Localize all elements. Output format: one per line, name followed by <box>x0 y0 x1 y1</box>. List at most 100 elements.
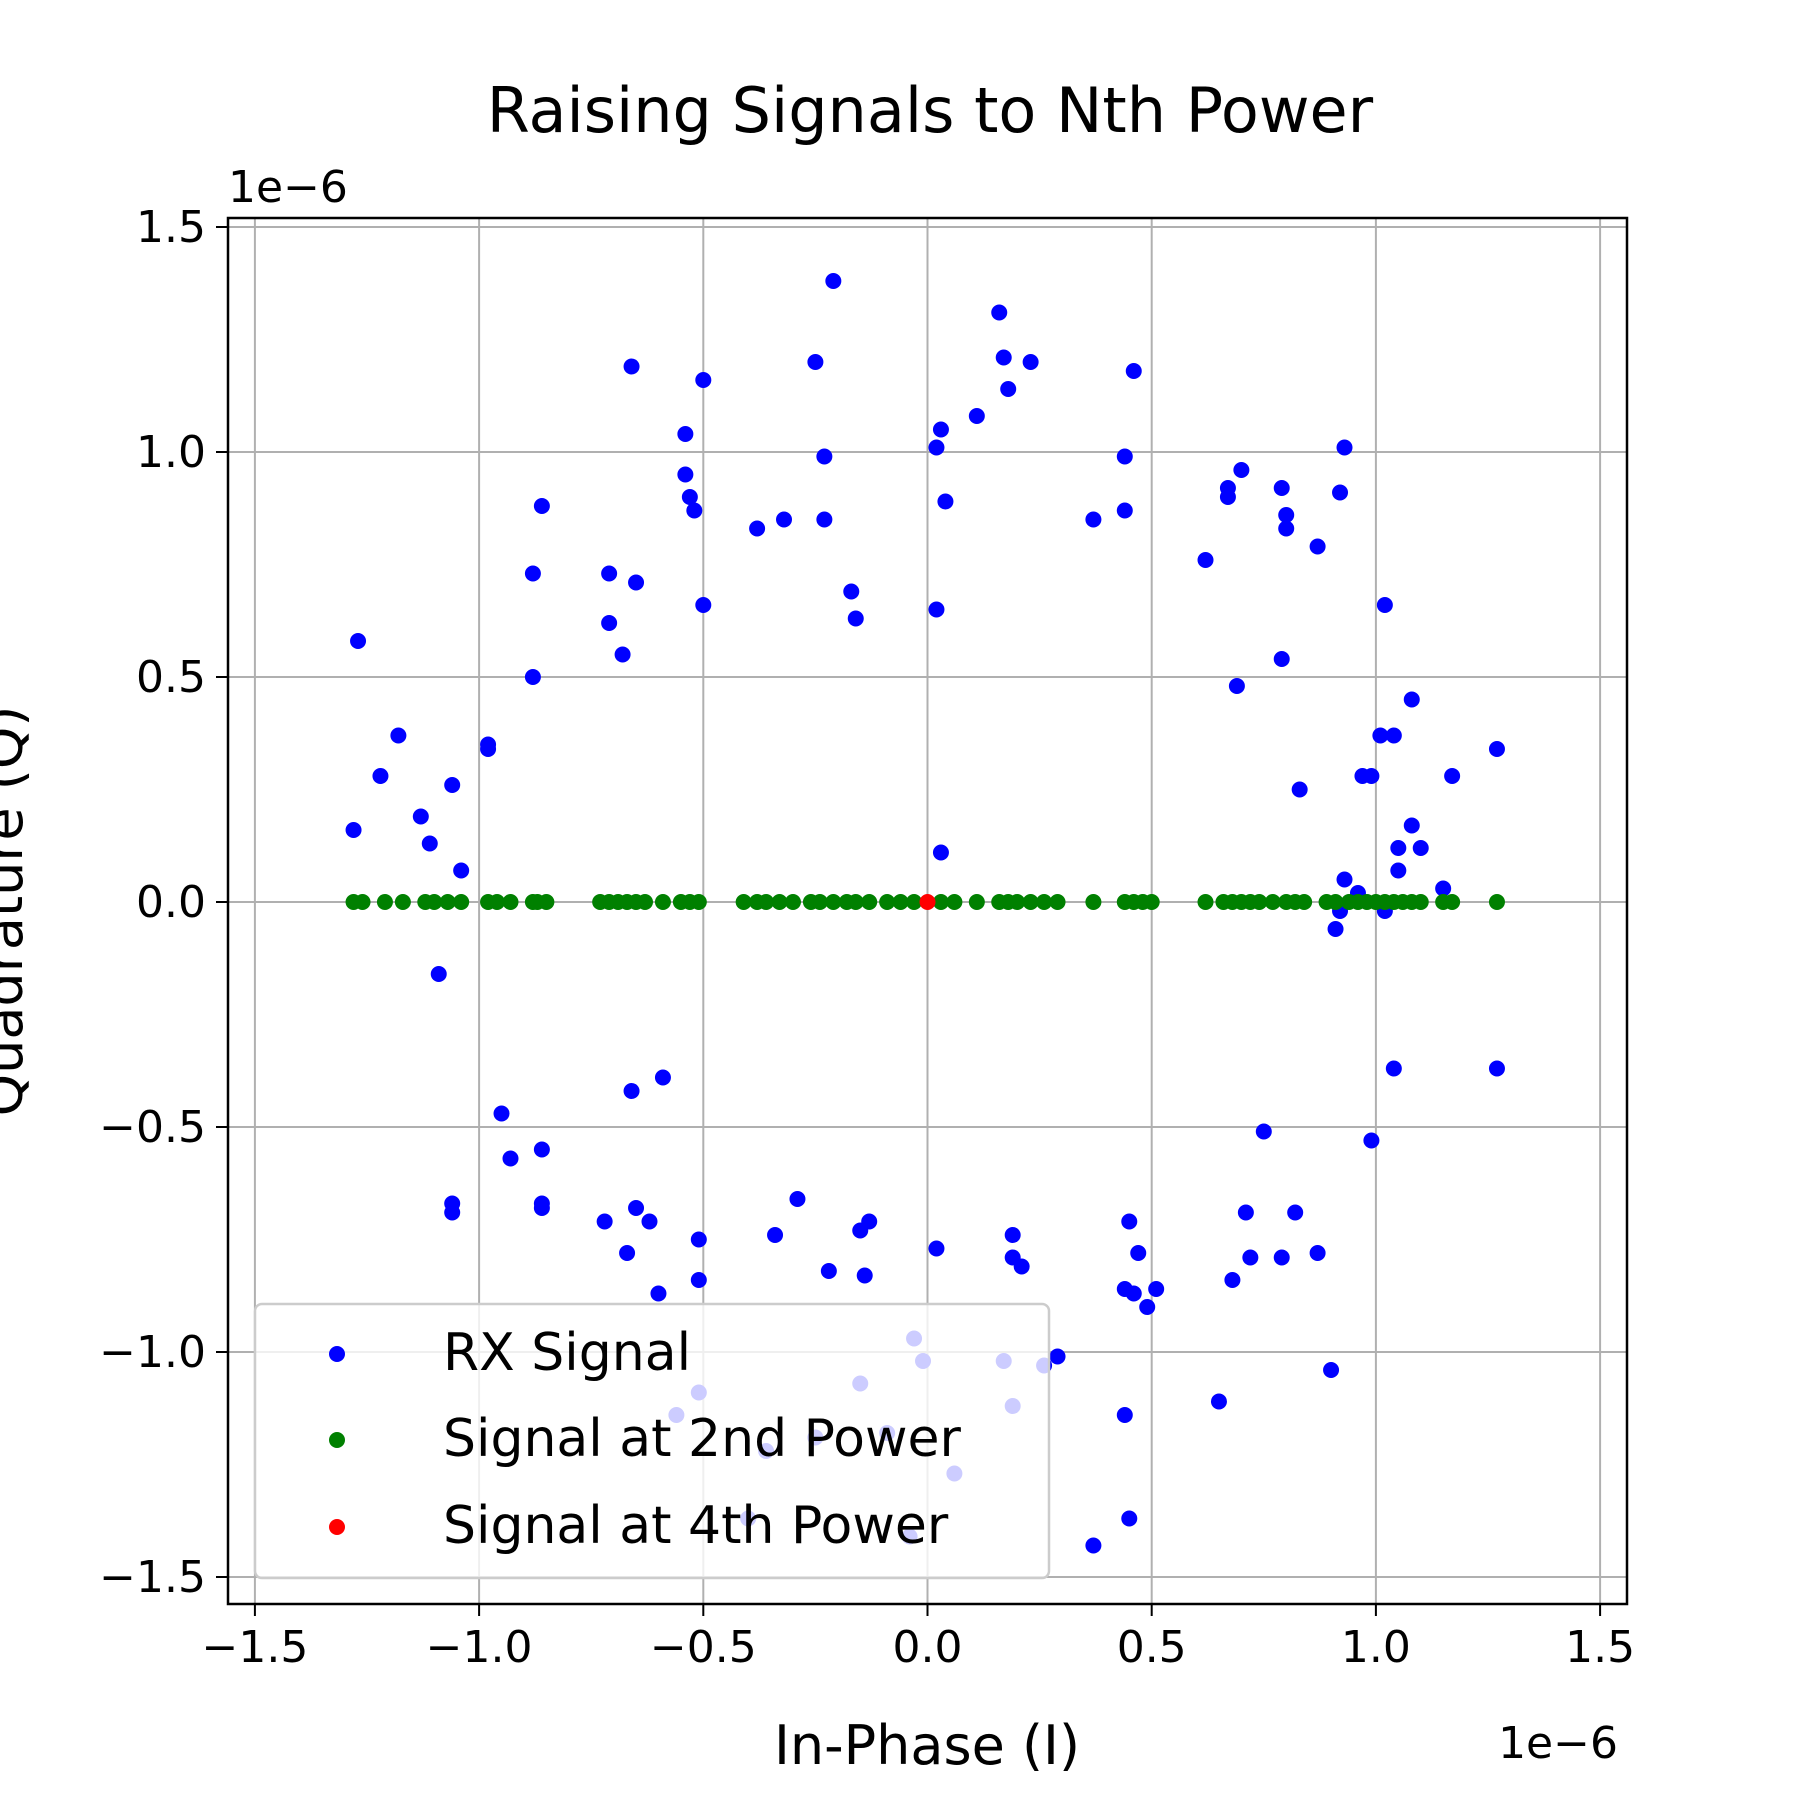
data-point <box>493 1105 510 1122</box>
data-point <box>1296 894 1313 910</box>
series-0 <box>345 273 1505 1554</box>
data-point <box>1125 363 1142 379</box>
data-point <box>1390 840 1407 856</box>
data-point <box>1148 1281 1165 1297</box>
data-point <box>1309 538 1326 555</box>
data-point <box>1116 1407 1133 1423</box>
legend: RX Signal Signal at 2nd Power Signal at … <box>253 1302 1051 1580</box>
data-point <box>1403 691 1420 708</box>
data-point <box>350 633 367 649</box>
data-point <box>1125 1285 1142 1302</box>
data-point <box>825 894 842 910</box>
data-point <box>695 597 712 613</box>
data-point <box>480 741 497 757</box>
data-point <box>439 894 456 910</box>
data-point <box>784 894 801 910</box>
data-point <box>489 894 506 910</box>
data-point <box>1085 511 1102 528</box>
data-point <box>1291 781 1308 798</box>
data-point <box>1273 651 1290 667</box>
data-point <box>1022 354 1039 370</box>
data-point <box>1278 520 1295 537</box>
data-point <box>816 448 833 465</box>
data-point <box>1255 1123 1272 1140</box>
x-axis-label: In-Phase (I) <box>774 1714 1080 1777</box>
data-point <box>892 894 909 910</box>
data-point <box>502 894 519 910</box>
data-point <box>502 1150 519 1167</box>
data-point <box>430 966 447 982</box>
data-point <box>1336 871 1353 888</box>
data-point <box>789 1191 806 1207</box>
data-point <box>843 583 860 600</box>
data-point <box>758 894 775 910</box>
data-point <box>1121 1510 1138 1527</box>
data-point <box>995 349 1012 366</box>
data-point <box>991 304 1008 321</box>
data-point <box>749 520 766 537</box>
legend-marker-rx-signal <box>329 1346 345 1362</box>
data-point <box>1242 1249 1259 1266</box>
legend-marker-4th-power <box>329 1519 345 1535</box>
data-point <box>524 565 541 582</box>
data-point <box>1049 1348 1066 1365</box>
x-offset-label: 1e−6 <box>1498 1718 1618 1769</box>
data-point <box>1085 894 1102 910</box>
legend-label-2nd-power: Signal at 2nd Power <box>443 1409 961 1469</box>
data-point <box>412 808 429 825</box>
data-point <box>1403 817 1420 834</box>
data-point <box>1327 894 1344 910</box>
y-tick-label: 1.5 <box>136 202 206 253</box>
data-point <box>681 489 698 505</box>
data-point <box>1219 489 1236 505</box>
data-point <box>1085 1537 1102 1554</box>
data-point <box>856 1267 873 1284</box>
data-point <box>1036 894 1053 910</box>
data-point <box>650 1285 667 1302</box>
x-axis-ticks: −1.5 −1.0 −0.5 0.0 0.5 1.0 1.5 <box>201 1604 1635 1673</box>
data-point <box>1049 894 1066 910</box>
data-point <box>1488 741 1505 757</box>
data-point <box>1336 439 1353 456</box>
data-point <box>1444 894 1461 910</box>
data-point <box>372 768 389 784</box>
data-point <box>628 1200 645 1216</box>
data-point <box>906 894 923 910</box>
data-point <box>376 894 393 910</box>
data-point <box>453 862 470 879</box>
data-point <box>1022 894 1039 910</box>
data-point <box>596 1213 613 1230</box>
data-point <box>771 894 788 910</box>
data-point <box>1197 552 1214 568</box>
data-point <box>847 610 864 627</box>
data-point <box>861 894 878 910</box>
data-point <box>937 493 954 510</box>
data-point <box>1116 448 1133 465</box>
data-point <box>919 894 936 910</box>
data-point <box>690 1231 707 1248</box>
data-point <box>968 894 985 910</box>
y-tick-label: 0.5 <box>136 652 206 703</box>
data-point <box>421 835 438 852</box>
data-point <box>628 574 645 591</box>
data-point <box>1273 480 1290 496</box>
data-point <box>619 1245 636 1261</box>
x-tick-label: −1.5 <box>201 1622 308 1673</box>
data-point <box>932 844 949 861</box>
data-point <box>1363 768 1380 784</box>
legend-label-rx-signal: RX Signal <box>443 1323 691 1383</box>
data-point <box>1412 840 1429 856</box>
y-offset-label: 1e−6 <box>228 162 348 213</box>
y-tick-label: −0.5 <box>99 1102 206 1153</box>
data-point <box>1372 727 1389 744</box>
data-point <box>654 1069 671 1086</box>
data-point <box>1139 1299 1156 1315</box>
data-point <box>444 777 461 793</box>
data-point <box>825 273 842 289</box>
data-point <box>1121 1213 1138 1230</box>
data-point <box>1385 1060 1402 1077</box>
data-point <box>1323 1362 1340 1378</box>
data-point <box>601 565 618 582</box>
data-point <box>354 894 371 910</box>
